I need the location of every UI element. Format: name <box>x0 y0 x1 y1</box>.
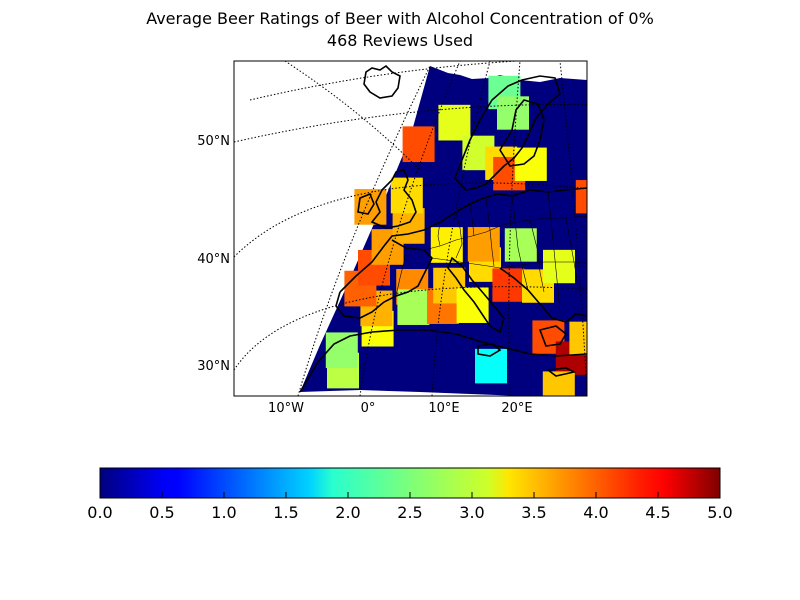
colorbar-tick-label: 3.5 <box>521 503 546 522</box>
map-frame <box>233 60 588 397</box>
rating-cell <box>325 332 358 369</box>
coastline-italy <box>447 256 505 334</box>
latitude-label: 40°N <box>197 252 230 267</box>
longitude-label: 10°E <box>428 401 459 416</box>
rating-cell <box>397 289 430 325</box>
rating-cell <box>402 126 435 163</box>
chart-subtitle: 468 Reviews Used <box>326 31 474 50</box>
colorbar-tick-label: 3.0 <box>459 503 484 522</box>
rating-cell <box>430 227 463 263</box>
coastline-ireland <box>357 192 375 215</box>
colorbar-tick-label: 1.0 <box>211 503 236 522</box>
colorbar-ticks: 0.0 0.5 1.0 1.5 2.0 2.5 3.0 3.5 4.0 4.5 5.0 <box>87 492 733 522</box>
colorbar-tick-label: 4.5 <box>645 503 670 522</box>
coastline-iceland <box>363 64 401 99</box>
colorbar-tick-label: 1.5 <box>273 503 298 522</box>
chart-title: Average Beer Ratings of Beer with Alcoho… <box>146 9 654 28</box>
coastline-scandinavia <box>454 75 561 191</box>
coastline-greece-islands <box>538 325 568 347</box>
coastline-balkans <box>499 267 587 323</box>
coastline-iberia <box>335 239 433 319</box>
longitude-label: 10°W <box>268 401 304 416</box>
rating-cell <box>467 227 500 262</box>
graticule-lon-e20 <box>508 61 521 396</box>
coastline-sicily <box>477 343 502 357</box>
colorbar-tick-label: 2.0 <box>335 503 360 522</box>
latitude-labels: 50°N 40°N 30°N <box>197 134 230 374</box>
coastlines <box>299 64 587 393</box>
coastline-britain <box>370 169 417 229</box>
coastline-north-africa <box>299 329 587 393</box>
graticule-lat-55 <box>249 61 526 101</box>
colorbar-tick-label: 2.5 <box>397 503 422 522</box>
graticule-lon-e10 <box>431 61 491 396</box>
coastline-crete <box>545 367 577 377</box>
longitude-label: 20°E <box>501 401 532 416</box>
graticule-lon-0 <box>359 61 461 396</box>
map-area <box>234 61 587 396</box>
rating-cell <box>543 249 575 284</box>
rating-cell <box>542 371 575 396</box>
rating-cell <box>438 104 471 141</box>
longitude-label: 0° <box>361 401 376 416</box>
colorbar-tick-label: 4.0 <box>583 503 608 522</box>
colorbar-tick-label: 5.0 <box>707 503 732 522</box>
latitude-label: 30°N <box>197 359 230 374</box>
latitude-label: 50°N <box>197 134 230 149</box>
graticule-lon-w10 <box>297 65 431 396</box>
country-borders <box>395 191 587 313</box>
graticule-lon-w20 <box>284 61 421 171</box>
graticule-lon-e30 <box>559 61 587 396</box>
longitude-labels: 10°W 0° 10°E 20°E <box>268 401 533 416</box>
rating-cell <box>575 180 587 214</box>
coastline-baltic <box>499 99 545 167</box>
colorbar-tick-label: 0.0 <box>87 503 112 522</box>
rating-cell <box>569 321 587 356</box>
colorbar-tick-label: 0.5 <box>149 503 174 522</box>
